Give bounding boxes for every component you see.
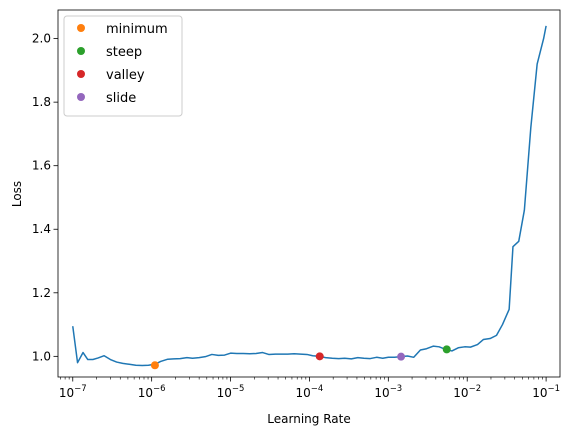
legend-box xyxy=(63,15,183,117)
x-axis-label: Learning Rate xyxy=(267,412,350,426)
loss-line xyxy=(72,25,547,367)
y-tick-label: 1.8 xyxy=(32,95,51,109)
legend-label-steep: steep xyxy=(106,45,142,60)
x-tick-label: 10−3 xyxy=(374,384,402,400)
legend-label-slide: slide xyxy=(106,91,136,106)
legend-label-valley: valley xyxy=(106,68,145,83)
legend-marker-minimum xyxy=(77,24,85,32)
x-tick-label: 10−7 xyxy=(59,384,87,400)
y-axis-label: Loss xyxy=(10,181,24,207)
marker-minimum xyxy=(150,361,159,370)
legend-marker-steep xyxy=(77,47,85,55)
marker-steep xyxy=(442,345,451,354)
x-tick-label: 10−5 xyxy=(217,384,245,400)
data-layer xyxy=(72,25,547,370)
y-tick-label: 1.4 xyxy=(32,222,51,236)
y-tick-label: 1.0 xyxy=(32,349,51,363)
x-tick-label: 10−6 xyxy=(138,384,166,400)
y-tick-label: 2.0 xyxy=(32,32,51,46)
axes-layer: 10−7 10−6 10−5 10−4 10−3 10−2 10−1 1.0 1.2 1.4 1.6… xyxy=(32,9,561,400)
marker-valley xyxy=(315,352,324,361)
legend-label-minimum: minimum xyxy=(106,22,168,37)
y-tick-label: 1.2 xyxy=(32,286,51,300)
y-tick-label: 1.6 xyxy=(32,159,51,173)
legend-marker-slide xyxy=(77,93,85,101)
marker-slide xyxy=(397,352,406,361)
legend: minimum steep valley slide xyxy=(63,15,183,117)
x-tick-label: 10−2 xyxy=(453,384,481,400)
axes-frame xyxy=(57,9,561,378)
x-tick-label: 10−1 xyxy=(532,384,560,400)
x-tick-label: 10−4 xyxy=(296,384,324,400)
legend-marker-valley xyxy=(77,70,85,78)
